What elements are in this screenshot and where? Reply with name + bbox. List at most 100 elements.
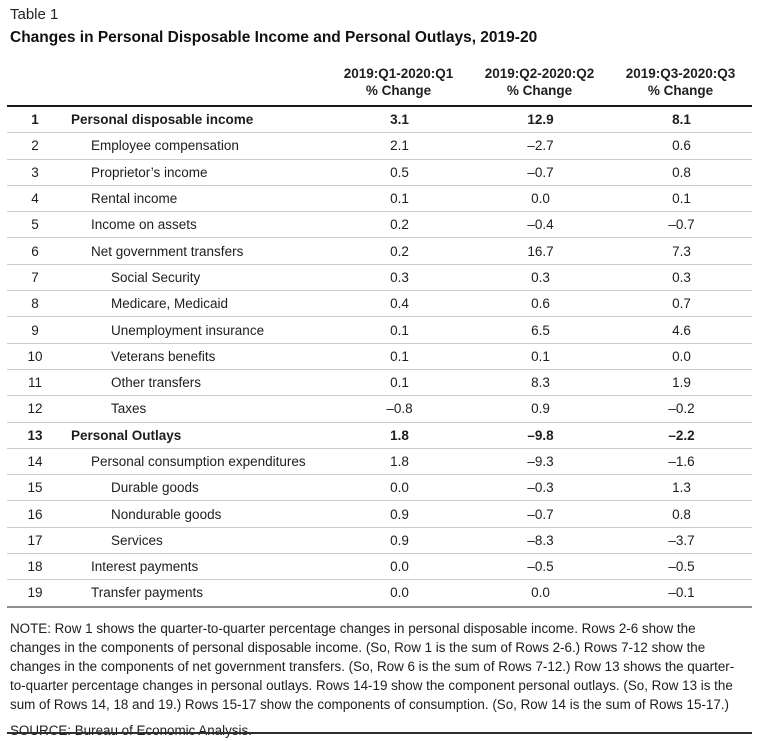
value-q3: –0.5 <box>668 559 695 575</box>
source-text: SOURCE: Bureau of Economic Analysis. <box>10 722 252 738</box>
row-label: Employee compensation <box>91 138 239 154</box>
column-header-q1: 2019:Q1-2020:Q1 % Change <box>328 65 469 100</box>
table-row: 19 Transfer payments 0.0 0.0 –0.1 <box>7 580 752 605</box>
value-q1: 0.4 <box>390 296 409 312</box>
value-q2: –9.8 <box>527 427 554 443</box>
value-q1: 0.5 <box>390 164 409 180</box>
table-row: 18 Interest payments 0.0 –0.5 –0.5 <box>7 554 752 581</box>
table-row: 7 Social Security 0.3 0.3 0.3 <box>7 265 752 292</box>
column-header-q3: 2019:Q3-2020:Q3 % Change <box>610 65 751 100</box>
row-label: Medicare, Medicaid <box>111 296 229 312</box>
column-unit: % Change <box>647 83 714 99</box>
value-q2: –0.7 <box>527 506 554 522</box>
row-number: 4 <box>31 191 39 207</box>
row-number: 6 <box>31 243 39 259</box>
column-period: 2019:Q2-2020:Q2 <box>484 65 595 81</box>
value-q2: 0.3 <box>531 269 550 285</box>
value-q2: –9.3 <box>527 453 554 469</box>
value-q1: 0.1 <box>390 191 409 207</box>
note-text: NOTE: Row 1 shows the quarter-to-quarter… <box>10 620 735 712</box>
row-label: Other transfers <box>111 375 202 391</box>
table-row: 11 Other transfers 0.1 8.3 1.9 <box>7 370 752 397</box>
row-label: Transfer payments <box>91 585 204 601</box>
value-q1: 0.2 <box>390 217 409 233</box>
value-q3: 0.3 <box>672 269 691 285</box>
value-q3: –2.2 <box>668 427 695 443</box>
table-row: 9 Unemployment insurance 0.1 6.5 4.6 <box>7 317 752 344</box>
column-header-q2: 2019:Q2-2020:Q2 % Change <box>469 65 610 100</box>
row-label: Unemployment insurance <box>111 322 265 338</box>
value-q3: –0.2 <box>668 401 695 417</box>
value-q2: 0.1 <box>531 348 550 364</box>
row-label: Personal disposable income <box>71 112 254 128</box>
value-q2: –0.3 <box>527 480 554 496</box>
value-q3: –0.1 <box>668 585 695 601</box>
value-q3: 1.3 <box>672 480 691 496</box>
table-row: 14 Personal consumption expenditures 1.8… <box>7 449 752 476</box>
value-q2: 8.3 <box>531 375 550 391</box>
column-unit: % Change <box>506 83 573 99</box>
column-period: 2019:Q1-2020:Q1 <box>343 65 454 81</box>
value-q2: 12.9 <box>527 112 554 128</box>
value-q2: 16.7 <box>527 243 554 259</box>
table-row: 5 Income on assets 0.2 –0.4 –0.7 <box>7 212 752 239</box>
value-q2: 0.6 <box>531 296 550 312</box>
value-q3: –0.7 <box>668 217 695 233</box>
table-header-row: 2019:Q1-2020:Q1 % Change 2019:Q2-2020:Q2… <box>7 65 752 107</box>
title-block: Table 1 Changes in Personal Disposable I… <box>0 0 758 48</box>
row-number: 14 <box>27 453 43 469</box>
row-number: 9 <box>31 322 39 338</box>
value-q2: –0.7 <box>527 164 554 180</box>
table-row: 1 Personal disposable income 3.1 12.9 8.… <box>7 107 752 134</box>
value-q1: 0.0 <box>390 559 409 575</box>
row-number: 7 <box>31 269 39 285</box>
table-row: 13 Personal Outlays 1.8 –9.8 –2.2 <box>7 423 752 449</box>
row-number: 11 <box>27 375 42 391</box>
bottom-rule <box>7 732 752 734</box>
table-row: 16 Nondurable goods 0.9 –0.7 0.8 <box>7 501 752 528</box>
row-number: 8 <box>31 296 39 312</box>
table-row: 4 Rental income 0.1 0.0 0.1 <box>7 186 752 213</box>
value-q1: 0.1 <box>390 348 409 364</box>
value-q2: –0.4 <box>527 217 554 233</box>
row-number: 19 <box>27 585 43 601</box>
value-q2: –0.5 <box>527 559 554 575</box>
value-q3: 4.6 <box>672 322 691 338</box>
value-q2: –2.7 <box>527 138 554 154</box>
value-q3: 0.0 <box>672 348 691 364</box>
row-label: Rental income <box>91 191 178 207</box>
table-row: 3 Proprietor’s income 0.5 –0.7 0.8 <box>7 160 752 186</box>
table-row: 2 Employee compensation 2.1 –2.7 0.6 <box>7 133 752 160</box>
column-period: 2019:Q3-2020:Q3 <box>625 65 736 81</box>
table-row: 17 Services 0.9 –8.3 –3.7 <box>7 528 752 555</box>
value-q2: 0.0 <box>531 585 550 601</box>
value-q1: 0.1 <box>390 375 409 391</box>
value-q1: 0.9 <box>390 506 409 522</box>
table-title: Changes in Personal Disposable Income an… <box>10 28 538 46</box>
data-table: 2019:Q1-2020:Q1 % Change 2019:Q2-2020:Q2… <box>7 65 752 608</box>
value-q3: –3.7 <box>668 532 695 548</box>
value-q1: 0.0 <box>390 480 409 496</box>
value-q2: 6.5 <box>531 322 550 338</box>
row-label: Social Security <box>111 269 201 285</box>
value-q2: 0.9 <box>531 401 550 417</box>
row-number: 17 <box>27 532 43 548</box>
value-q2: 0.0 <box>531 191 550 207</box>
row-label: Nondurable goods <box>111 506 222 522</box>
row-label: Proprietor’s income <box>91 164 208 180</box>
table-row: 10 Veterans benefits 0.1 0.1 0.0 <box>7 344 752 370</box>
value-q3: 0.7 <box>672 296 691 312</box>
row-label: Personal consumption expenditures <box>91 453 306 469</box>
row-label: Income on assets <box>91 217 197 233</box>
value-q3: 7.3 <box>672 243 691 259</box>
value-q1: 3.1 <box>390 112 409 128</box>
value-q1: 2.1 <box>390 138 409 154</box>
table-row: 8 Medicare, Medicaid 0.4 0.6 0.7 <box>7 291 752 318</box>
value-q3: 0.8 <box>672 164 691 180</box>
row-number: 18 <box>27 559 43 575</box>
row-number: 3 <box>31 164 39 180</box>
row-number: 16 <box>27 506 43 522</box>
table-row: 12 Taxes –0.8 0.9 –0.2 <box>7 396 752 423</box>
table-body: 1 Personal disposable income 3.1 12.9 8.… <box>7 107 752 608</box>
